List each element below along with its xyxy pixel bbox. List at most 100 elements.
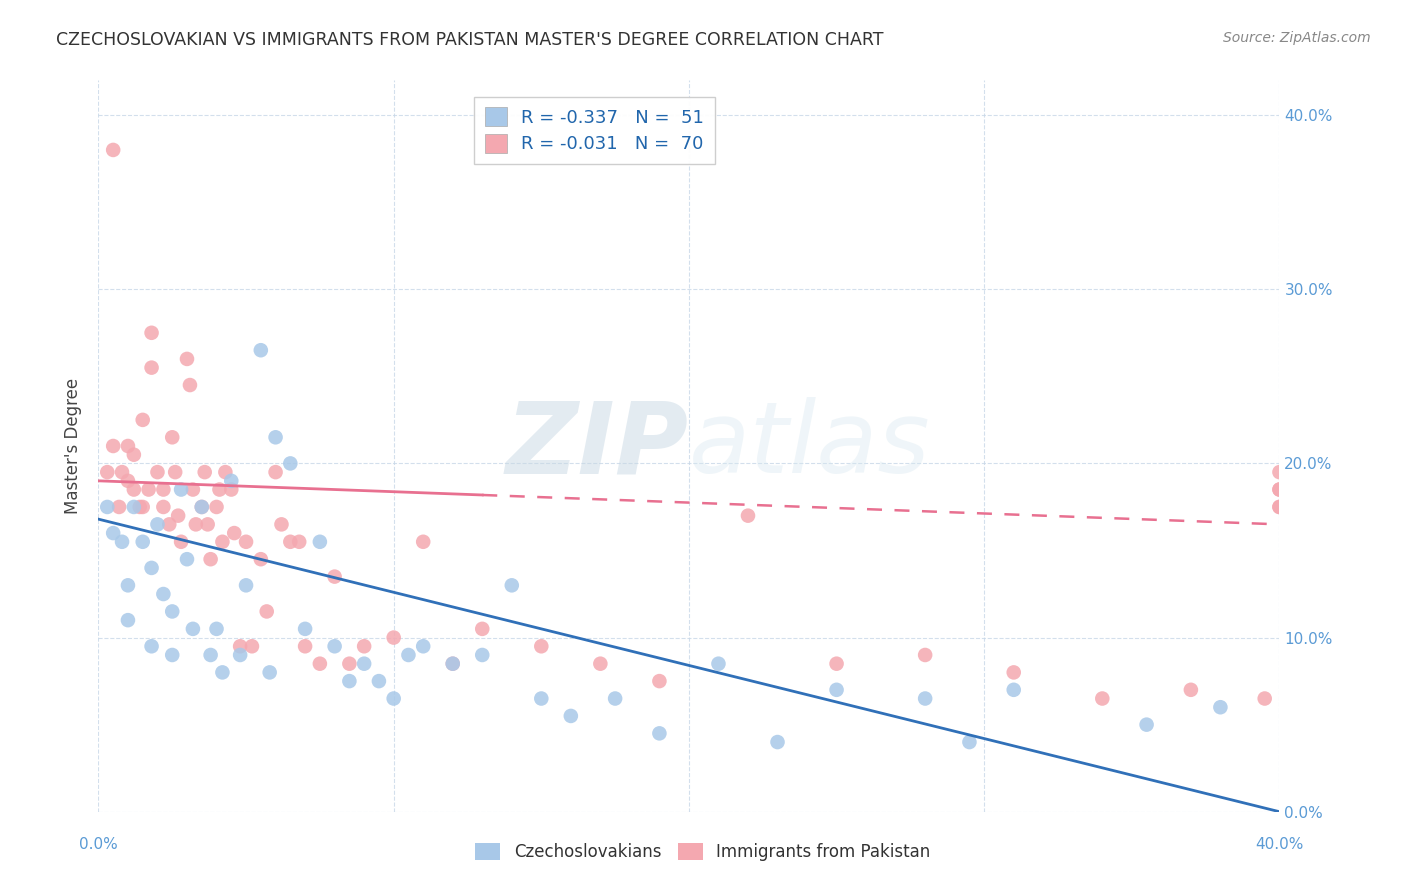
Point	[152, 483, 174, 497]
Point	[530, 691, 553, 706]
Point	[205, 500, 228, 514]
Point	[589, 657, 612, 671]
Point	[117, 613, 139, 627]
Point	[560, 709, 582, 723]
Text: CZECHOSLOVAKIAN VS IMMIGRANTS FROM PAKISTAN MASTER'S DEGREE CORRELATION CHART: CZECHOSLOVAKIAN VS IMMIGRANTS FROM PAKIS…	[56, 31, 884, 49]
Point	[103, 143, 125, 157]
Point	[471, 648, 494, 662]
Point	[229, 640, 252, 654]
Point	[412, 534, 434, 549]
Point	[959, 735, 981, 749]
Point	[288, 534, 311, 549]
Point	[382, 631, 405, 645]
Point	[1268, 500, 1291, 514]
Point	[825, 657, 848, 671]
Point	[235, 534, 257, 549]
Legend: Czechoslovakians, Immigrants from Pakistan: Czechoslovakians, Immigrants from Pakist…	[468, 836, 938, 868]
Point	[240, 640, 263, 654]
Point	[132, 534, 155, 549]
Point	[122, 483, 145, 497]
Point	[648, 726, 671, 740]
Point	[219, 483, 242, 497]
Y-axis label: Master's Degree: Master's Degree	[65, 378, 83, 514]
Point	[194, 465, 217, 479]
Point	[132, 500, 155, 514]
Point	[278, 534, 302, 549]
Point	[309, 657, 332, 671]
Text: atlas: atlas	[689, 398, 931, 494]
Text: ZIP: ZIP	[506, 398, 689, 494]
Point	[179, 378, 201, 392]
Point	[323, 569, 346, 583]
Point	[152, 500, 174, 514]
Point	[111, 465, 134, 479]
Point	[250, 343, 273, 358]
Point	[530, 640, 553, 654]
Text: 0.0%: 0.0%	[79, 837, 118, 852]
Point	[914, 691, 936, 706]
Point	[165, 465, 187, 479]
Point	[229, 648, 252, 662]
Point	[162, 648, 183, 662]
Point	[259, 665, 281, 680]
Point	[264, 465, 287, 479]
Point	[152, 587, 174, 601]
Point	[737, 508, 759, 523]
Point	[707, 657, 730, 671]
Text: 40.0%: 40.0%	[1256, 837, 1303, 852]
Point	[396, 648, 419, 662]
Point	[141, 326, 163, 340]
Point	[339, 674, 360, 689]
Point	[1209, 700, 1232, 714]
Point	[211, 534, 233, 549]
Point	[197, 517, 219, 532]
Point	[146, 465, 169, 479]
Point	[1268, 500, 1291, 514]
Point	[368, 674, 391, 689]
Point	[250, 552, 273, 566]
Point	[235, 578, 257, 592]
Point	[117, 578, 139, 592]
Point	[412, 640, 434, 654]
Point	[1091, 691, 1114, 706]
Point	[1002, 665, 1025, 680]
Point	[353, 657, 375, 671]
Point	[219, 474, 242, 488]
Point	[132, 413, 155, 427]
Point	[117, 474, 139, 488]
Point	[162, 430, 183, 444]
Point	[191, 500, 214, 514]
Point	[441, 657, 464, 671]
Point	[103, 526, 125, 541]
Point	[103, 439, 125, 453]
Point	[170, 483, 193, 497]
Point	[278, 457, 302, 471]
Point	[96, 500, 118, 514]
Point	[914, 648, 936, 662]
Point	[141, 640, 163, 654]
Point	[205, 622, 228, 636]
Point	[117, 439, 139, 453]
Point	[256, 604, 278, 618]
Point	[353, 640, 375, 654]
Point	[157, 517, 180, 532]
Point	[208, 483, 231, 497]
Point	[122, 500, 145, 514]
Text: Source: ZipAtlas.com: Source: ZipAtlas.com	[1223, 31, 1371, 45]
Point	[176, 552, 198, 566]
Point	[181, 622, 204, 636]
Point	[441, 657, 464, 671]
Point	[1254, 691, 1277, 706]
Point	[339, 657, 360, 671]
Point	[191, 500, 214, 514]
Point	[138, 483, 160, 497]
Point	[471, 622, 494, 636]
Point	[167, 508, 190, 523]
Point	[294, 622, 316, 636]
Point	[294, 640, 316, 654]
Point	[176, 351, 198, 366]
Point	[1268, 465, 1291, 479]
Point	[200, 552, 222, 566]
Point	[382, 691, 405, 706]
Point	[214, 465, 236, 479]
